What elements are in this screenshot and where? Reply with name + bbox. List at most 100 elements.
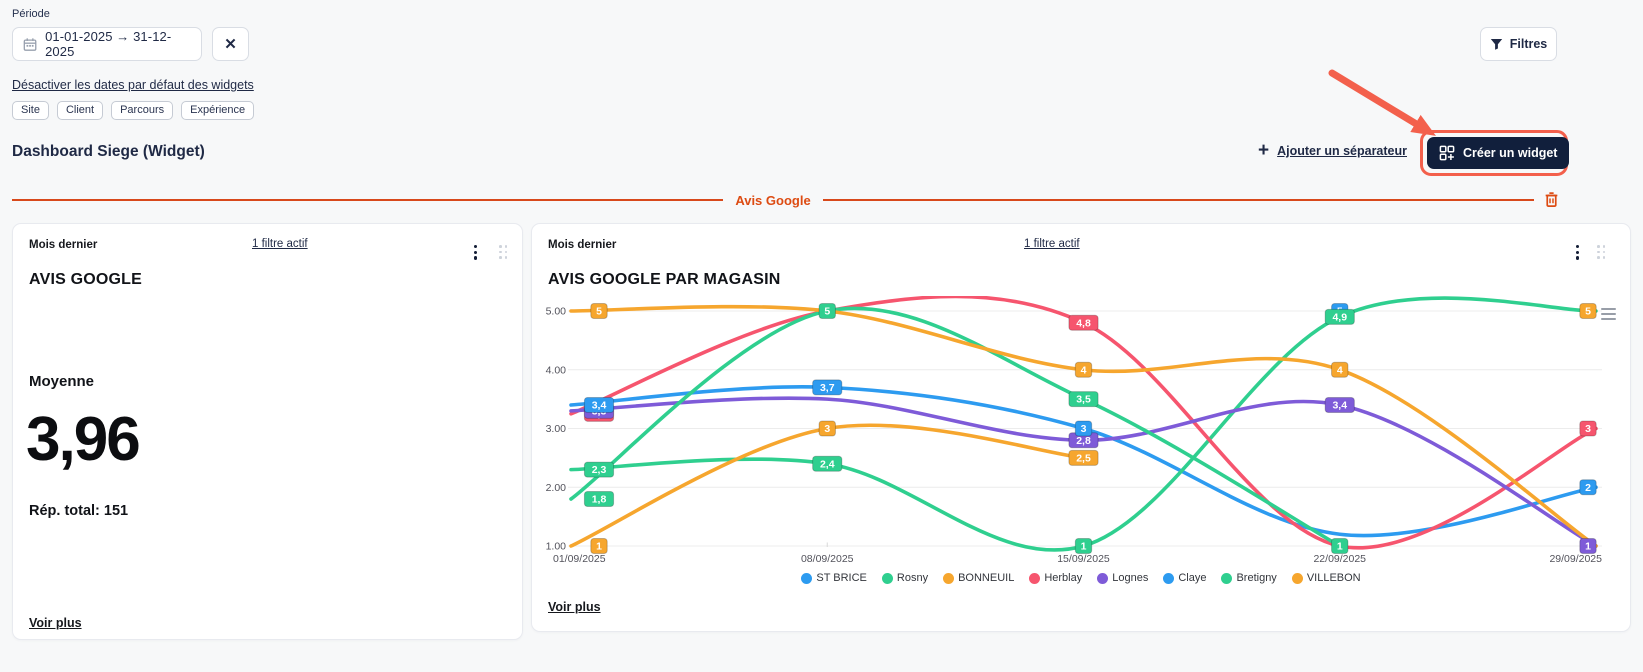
value-label: 3 <box>1585 423 1591 435</box>
x-axis-label: 08/09/2025 <box>801 553 854 565</box>
active-filter-link[interactable]: 1 filtre actif <box>252 238 308 250</box>
calendar-icon <box>23 37 37 51</box>
chart-menu-button[interactable] <box>1601 308 1616 321</box>
disable-default-dates-link[interactable]: Désactiver les dates par défaut des widg… <box>12 78 254 92</box>
tag-site[interactable]: Site <box>12 101 49 120</box>
tag-client[interactable]: Client <box>56 101 104 120</box>
page-title: Dashboard Siege (Widget) <box>12 143 205 160</box>
legend-label: ST BRICE <box>816 572 867 584</box>
value-label: 3 <box>824 423 830 435</box>
trash-icon <box>1545 192 1557 207</box>
legend-item-villebon[interactable]: VILLEBON <box>1291 572 1361 584</box>
value-label-box <box>1074 538 1093 554</box>
add-separator-link[interactable]: + Ajouter un séparateur <box>1258 141 1407 160</box>
value-label-box <box>1579 538 1597 554</box>
active-filter-link[interactable]: 1 filtre actif <box>1024 238 1080 250</box>
y-axis-label: 3.00 <box>546 423 567 435</box>
legend-label: Bretigny <box>1236 572 1277 584</box>
value-label: 4,9 <box>1332 311 1347 323</box>
see-more-link[interactable]: Voir plus <box>29 616 82 630</box>
legend-label: Claye <box>1178 572 1207 584</box>
value-label-box <box>1579 420 1597 437</box>
value-label: 3,5 <box>1076 394 1091 406</box>
widget-menu-button[interactable] <box>472 243 479 262</box>
delete-section-button[interactable] <box>1542 191 1560 209</box>
value-label: 5 <box>1585 306 1591 318</box>
value-label: 3,7 <box>820 382 835 394</box>
filter-icon <box>1490 38 1502 50</box>
filters-button[interactable]: Filtres <box>1480 27 1557 61</box>
value-label: 2,8 <box>1076 435 1091 447</box>
value-label-box <box>1331 361 1349 378</box>
series-labels-bonneuil: 132,55 <box>590 303 1597 554</box>
total-responses-label: Rép. total: 151 <box>29 503 129 519</box>
legend-dot <box>1291 572 1303 584</box>
value-label-box <box>590 538 608 554</box>
legend-label: BONNEUIL <box>958 572 1015 584</box>
legend-label: Rosny <box>896 572 929 584</box>
value-label-box <box>1579 303 1597 319</box>
widget-icon <box>1439 145 1455 161</box>
legend-item-claye[interactable]: Claye <box>1163 572 1206 584</box>
legend-dot <box>1029 572 1041 584</box>
tag-parcours[interactable]: Parcours <box>111 101 174 120</box>
drag-handle[interactable] <box>499 245 508 259</box>
tag-exp-rience[interactable]: Expérience <box>181 101 255 120</box>
widget-menu-button[interactable] <box>1574 243 1581 262</box>
legend-dot <box>881 572 893 584</box>
metric-value: 3,96 <box>26 405 141 474</box>
series-labels-villebon: 5 4 4 <box>590 303 1349 378</box>
legend-item-herblay[interactable]: Herblay <box>1029 572 1082 584</box>
create-widget-button[interactable]: Créer un widget <box>1427 137 1570 169</box>
create-widget-label: Créer un widget <box>1463 146 1558 160</box>
divider-line-left <box>12 199 724 201</box>
divider-line-right <box>822 199 1534 201</box>
value-label: 4,8 <box>1076 317 1091 329</box>
y-axis-label: 2.00 <box>546 482 567 494</box>
legend-dot <box>1097 572 1109 584</box>
legend-item-bretigny[interactable]: Bretigny <box>1221 572 1277 584</box>
x-axis-label: 15/09/2025 <box>1057 553 1110 565</box>
value-label-box <box>583 461 615 478</box>
drag-handle[interactable] <box>1597 245 1606 259</box>
see-more-link[interactable]: Voir plus <box>548 600 601 614</box>
value-label: 1 <box>1337 541 1343 553</box>
close-icon: ✕ <box>224 36 237 53</box>
date-range-input[interactable]: 01-01-2025 → 31-12-2025 <box>12 27 202 61</box>
value-label: 1 <box>1081 541 1087 553</box>
legend-dot <box>1221 572 1233 584</box>
widget-card-avis-google: Mois dernier 1 filtre actif AVIS GOOGLE … <box>12 223 523 640</box>
legend-item-rosny[interactable]: Rosny <box>881 572 929 584</box>
metric-label: Moyenne <box>29 373 95 390</box>
widget-period: Mois dernier <box>29 239 98 251</box>
widget-card-avis-google-par-magasin: Mois dernier 1 filtre actif AVIS GOOGLE … <box>531 223 1631 632</box>
series-labels-rosny: 2,3 2,4 1 4,9 <box>583 308 1355 554</box>
value-label: 3,4 <box>592 400 607 412</box>
value-label-box <box>583 491 615 507</box>
value-label: 2,4 <box>820 458 835 470</box>
section-divider: Avis Google <box>12 191 1560 209</box>
clear-date-button[interactable]: ✕ <box>212 27 249 61</box>
date-range-value: 01-01-2025 → 31-12-2025 <box>45 29 172 59</box>
add-separator-label: Ajouter un séparateur <box>1277 144 1407 158</box>
value-label-box <box>812 455 843 472</box>
legend-item-lognes[interactable]: Lognes <box>1097 572 1148 584</box>
scope-tags: Site Client Parcours Expérience <box>12 101 255 120</box>
value-label-box <box>1068 391 1099 408</box>
y-axis-label: 5.00 <box>546 306 567 318</box>
legend-label: Herblay <box>1044 572 1083 584</box>
y-axis-label: 1.00 <box>546 541 567 553</box>
x-axis-label: 01/09/2025 <box>553 553 606 565</box>
value-label: 2,5 <box>1076 452 1091 464</box>
series-line-bonneuil <box>569 423 1086 548</box>
period-label: Période <box>12 8 50 20</box>
legend-item-st-brice[interactable]: ST BRICE <box>801 572 867 584</box>
hamburger-icon <box>1601 308 1616 311</box>
value-label-box <box>1068 314 1099 331</box>
value-label: 1 <box>1585 541 1591 553</box>
x-axis-label: 29/09/2025 <box>1549 553 1602 565</box>
legend-dot <box>943 572 955 584</box>
value-label-box <box>818 420 836 437</box>
legend-item-bonneuil[interactable]: BONNEUIL <box>943 572 1014 584</box>
widget-title: AVIS GOOGLE <box>29 271 143 288</box>
